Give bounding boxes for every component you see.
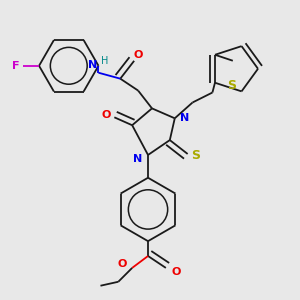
Text: S: S	[227, 79, 236, 92]
Text: N: N	[180, 113, 189, 123]
Text: N: N	[88, 60, 97, 70]
Text: O: O	[102, 110, 111, 120]
Text: O: O	[118, 259, 127, 269]
Text: F: F	[11, 61, 19, 71]
Text: N: N	[134, 154, 143, 164]
Text: S: S	[191, 149, 200, 162]
Text: O: O	[134, 50, 143, 60]
Text: H: H	[101, 56, 108, 66]
Text: O: O	[172, 267, 181, 277]
